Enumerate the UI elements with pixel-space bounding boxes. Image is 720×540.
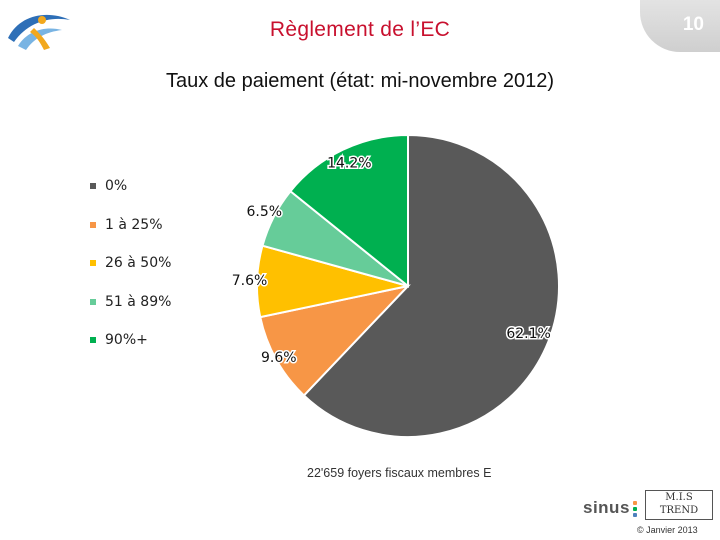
legend-item: 51 à 89%	[90, 292, 171, 312]
legend-item: 26 à 50%	[90, 253, 171, 273]
slide-number: 10	[682, 14, 704, 35]
copyright-text: © Janvier 2013	[637, 525, 698, 535]
legend-label: 0%	[105, 178, 128, 194]
mis-trend-logo: M.I.S TREND	[645, 490, 713, 520]
pie-data-label: 14.2%	[327, 155, 371, 171]
legend-label: 90%+	[105, 332, 148, 348]
legend-swatch	[90, 337, 96, 343]
pie-data-label: 62.1%	[506, 326, 550, 342]
chart-footnote: 22'659 foyers fiscaux membres E	[307, 466, 492, 480]
legend-swatch	[90, 183, 96, 189]
chart-title: Taux de paiement (état: mi-novembre 2012…	[166, 70, 554, 92]
mis-logo-line1: M.I.S	[665, 492, 693, 503]
legend-label: 51 à 89%	[105, 293, 172, 310]
pie-data-label: 6.5%	[246, 204, 282, 220]
legend-swatch	[90, 260, 96, 266]
sinus-logo: sinus	[583, 498, 630, 517]
legend-label: 26 à 50%	[105, 255, 172, 271]
slide-title: Règlement de l’EC	[269, 18, 451, 41]
legend-item: 0%	[90, 176, 171, 196]
pie-data-label: 9.6%	[261, 350, 297, 366]
legend-label: 1 à 25%	[105, 216, 163, 233]
legend-item: 1 à 25%	[90, 215, 171, 235]
pie-slice	[259, 284, 411, 397]
company-logo	[8, 14, 70, 50]
pie-data-label: 7.6%	[232, 273, 268, 289]
mis-logo-line2: TREND	[659, 505, 699, 516]
sinus-dot	[633, 513, 637, 517]
sinus-dot	[633, 501, 637, 505]
sinus-logo-dots	[633, 501, 637, 519]
sinus-dot	[633, 507, 637, 511]
legend-swatch	[90, 298, 96, 305]
legend-item: 90%+	[90, 330, 171, 350]
pie-slice	[289, 133, 409, 289]
legend-swatch	[90, 221, 96, 228]
chart-legend: 0% 1 à 25% 26 à 50% 51 à 89% 90%+	[90, 176, 171, 369]
pie-slice	[302, 133, 560, 438]
